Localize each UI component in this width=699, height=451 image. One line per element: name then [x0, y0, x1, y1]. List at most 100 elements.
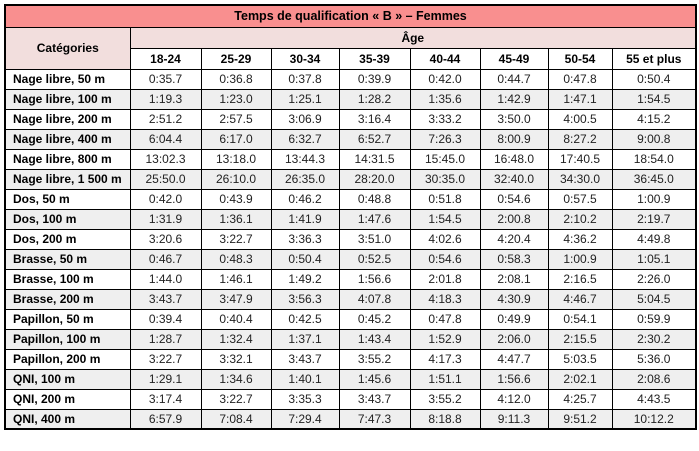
time-value: 0:51.8 [409, 188, 481, 210]
time-value: 1:56.6 [338, 268, 411, 290]
time-value: 16:48.0 [479, 148, 549, 170]
time-value: 36:45.0 [611, 168, 697, 190]
time-value: 0:46.7 [129, 248, 202, 270]
time-value: 1:25.1 [270, 88, 340, 110]
time-value: 2:16.5 [547, 268, 613, 290]
time-value: 2:15.5 [547, 328, 613, 350]
qualification-times-table: Temps de qualification « B » – Femmes Ca… [4, 4, 698, 430]
time-value: 1:36.1 [200, 208, 272, 230]
time-value: 2:51.2 [129, 108, 202, 130]
time-value: 2:06.0 [479, 328, 549, 350]
time-value: 4:18.3 [409, 288, 481, 310]
time-value: 1:47.6 [338, 208, 411, 230]
category-label: Nage libre, 400 m [4, 128, 131, 150]
age-group-header: 30-34 [270, 47, 340, 70]
time-value: 1:47.1 [547, 88, 613, 110]
time-value: 8:27.2 [547, 128, 613, 150]
age-group-header: 50-54 [547, 47, 613, 70]
time-value: 1:19.3 [129, 88, 202, 110]
time-value: 7:47.3 [338, 408, 411, 430]
time-value: 13:44.3 [270, 148, 340, 170]
time-value: 1:51.1 [409, 368, 481, 390]
time-value: 1:34.6 [200, 368, 272, 390]
time-value: 9:00.8 [611, 128, 697, 150]
table-row: Papillon, 50 m 0:39.4 0:40.4 0:42.5 0:45.2 0:… [4, 308, 697, 330]
time-value: 1:29.1 [129, 368, 202, 390]
time-value: 0:48.8 [338, 188, 411, 210]
time-value: 4:00.5 [547, 108, 613, 130]
time-value: 3:43.7 [129, 288, 202, 310]
time-value: 4:49.8 [611, 228, 697, 250]
time-value: 2:02.1 [547, 368, 613, 390]
title-row: Temps de qualification « B » – Femmes [4, 4, 697, 28]
group-header-row: Catégories Âge [4, 26, 697, 70]
time-value: 4:20.4 [479, 228, 549, 250]
time-value: 2:00.8 [479, 208, 549, 230]
time-value: 0:54.6 [409, 248, 481, 270]
time-value: 4:46.7 [547, 288, 613, 310]
time-value: 3:51.0 [338, 228, 411, 250]
time-value: 0:44.7 [479, 68, 549, 90]
table-row: Brasse, 50 m 0:46.7 0:48.3 0:50.4 0:52.5 0:54… [4, 248, 697, 270]
time-value: 0:54.1 [547, 308, 613, 330]
time-value: 15:45.0 [409, 148, 481, 170]
time-value: 1:00.9 [547, 248, 613, 270]
category-label: Nage libre, 100 m [4, 88, 131, 110]
time-value: 3:32.1 [200, 348, 272, 370]
time-value: 4:47.7 [479, 348, 549, 370]
time-value: 0:42.5 [270, 308, 340, 330]
time-value: 4:43.5 [611, 388, 697, 410]
category-label: Nage libre, 50 m [4, 68, 131, 90]
time-value: 1:42.9 [479, 88, 549, 110]
category-label: Papillon, 200 m [4, 348, 131, 370]
age-group-header: 45-49 [479, 47, 549, 70]
table-row: Nage libre, 800 m 13:02.3 13:18.0 13:44.3 14… [4, 148, 697, 170]
time-value: 3:20.6 [129, 228, 202, 250]
category-label: Dos, 200 m [4, 228, 131, 250]
time-value: 3:33.2 [409, 108, 481, 130]
time-value: 5:03.5 [547, 348, 613, 370]
table-body: Nage libre, 50 m 0:35.7 0:36.8 0:37.8 0:39.9… [4, 68, 697, 430]
time-value: 4:25.7 [547, 388, 613, 410]
time-value: 1:35.6 [409, 88, 481, 110]
time-value: 3:50.0 [479, 108, 549, 130]
time-value: 0:58.3 [479, 248, 549, 270]
time-value: 6:17.0 [200, 128, 272, 150]
time-value: 10:12.2 [611, 408, 697, 430]
time-value: 2:10.2 [547, 208, 613, 230]
category-label: Nage libre, 800 m [4, 148, 131, 170]
time-value: 5:04.5 [611, 288, 697, 310]
time-value: 1:44.0 [129, 268, 202, 290]
categories-header: Catégories [4, 26, 131, 70]
time-value: 3:43.7 [270, 348, 340, 370]
time-value: 2:01.8 [409, 268, 481, 290]
category-label: Brasse, 100 m [4, 268, 131, 290]
table-row: QNI, 100 m 1:29.1 1:34.6 1:40.1 1:45.6 1:51.1… [4, 368, 697, 390]
table-row: QNI, 200 m 3:17.4 3:22.7 3:35.3 3:43.7 3:55.2… [4, 388, 697, 410]
category-label: Dos, 50 m [4, 188, 131, 210]
time-value: 3:35.3 [270, 388, 340, 410]
time-value: 0:50.4 [611, 68, 697, 90]
time-value: 3:22.7 [200, 228, 272, 250]
table-row: QNI, 400 m 6:57.9 7:08.4 7:29.4 7:47.3 8:18.8… [4, 408, 697, 430]
time-value: 6:04.4 [129, 128, 202, 150]
time-value: 6:32.7 [270, 128, 340, 150]
time-value: 34:30.0 [547, 168, 613, 190]
time-value: 8:00.9 [479, 128, 549, 150]
time-value: 0:47.8 [409, 308, 481, 330]
table-row: Dos, 200 m 3:20.6 3:22.7 3:36.3 3:51.0 4:02.6… [4, 228, 697, 250]
time-value: 6:57.9 [129, 408, 202, 430]
time-value: 14:31.5 [338, 148, 411, 170]
table-row: Nage libre, 100 m 1:19.3 1:23.0 1:25.1 1:28.… [4, 88, 697, 110]
time-value: 1:56.6 [479, 368, 549, 390]
table-row: Nage libre, 1 500 m 25:50.0 26:10.0 26:35.0… [4, 168, 697, 190]
time-value: 3:36.3 [270, 228, 340, 250]
time-value: 2:19.7 [611, 208, 697, 230]
time-value: 1:49.2 [270, 268, 340, 290]
time-value: 3:47.9 [200, 288, 272, 310]
category-label: QNI, 400 m [4, 408, 131, 430]
time-value: 28:20.0 [338, 168, 411, 190]
time-value: 4:02.6 [409, 228, 481, 250]
time-value: 2:57.5 [200, 108, 272, 130]
time-value: 6:52.7 [338, 128, 411, 150]
